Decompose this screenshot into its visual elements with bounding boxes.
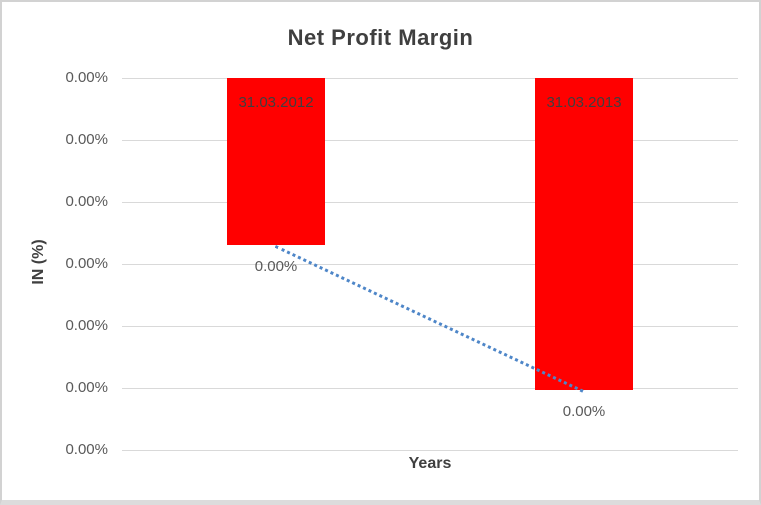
bar-category-label: 31.03.2012 bbox=[238, 94, 314, 111]
y-tick-label: 0.00% bbox=[65, 193, 108, 210]
bar-value-label: 0.00% bbox=[254, 257, 298, 275]
gridline bbox=[122, 264, 738, 265]
gridline bbox=[122, 450, 738, 451]
bar-value-label: 0.00% bbox=[562, 402, 606, 420]
gridline bbox=[122, 326, 738, 327]
bar bbox=[535, 78, 633, 390]
gridline bbox=[122, 140, 738, 141]
bar-category-label: 31.03.2013 bbox=[546, 94, 622, 111]
y-tick-label: 0.00% bbox=[65, 69, 108, 86]
bar bbox=[227, 78, 325, 245]
x-axis-title: Years bbox=[408, 455, 452, 472]
gridline bbox=[122, 202, 738, 203]
y-tick-label: 0.00% bbox=[65, 131, 108, 148]
gridline bbox=[122, 78, 738, 79]
y-tick-label: 0.00% bbox=[65, 441, 108, 458]
chart-title: Net Profit Margin bbox=[287, 25, 474, 50]
gridline bbox=[122, 388, 738, 389]
y-tick-label: 0.00% bbox=[65, 379, 108, 396]
y-tick-label: 0.00% bbox=[65, 255, 108, 272]
y-tick-label: 0.00% bbox=[65, 317, 108, 334]
